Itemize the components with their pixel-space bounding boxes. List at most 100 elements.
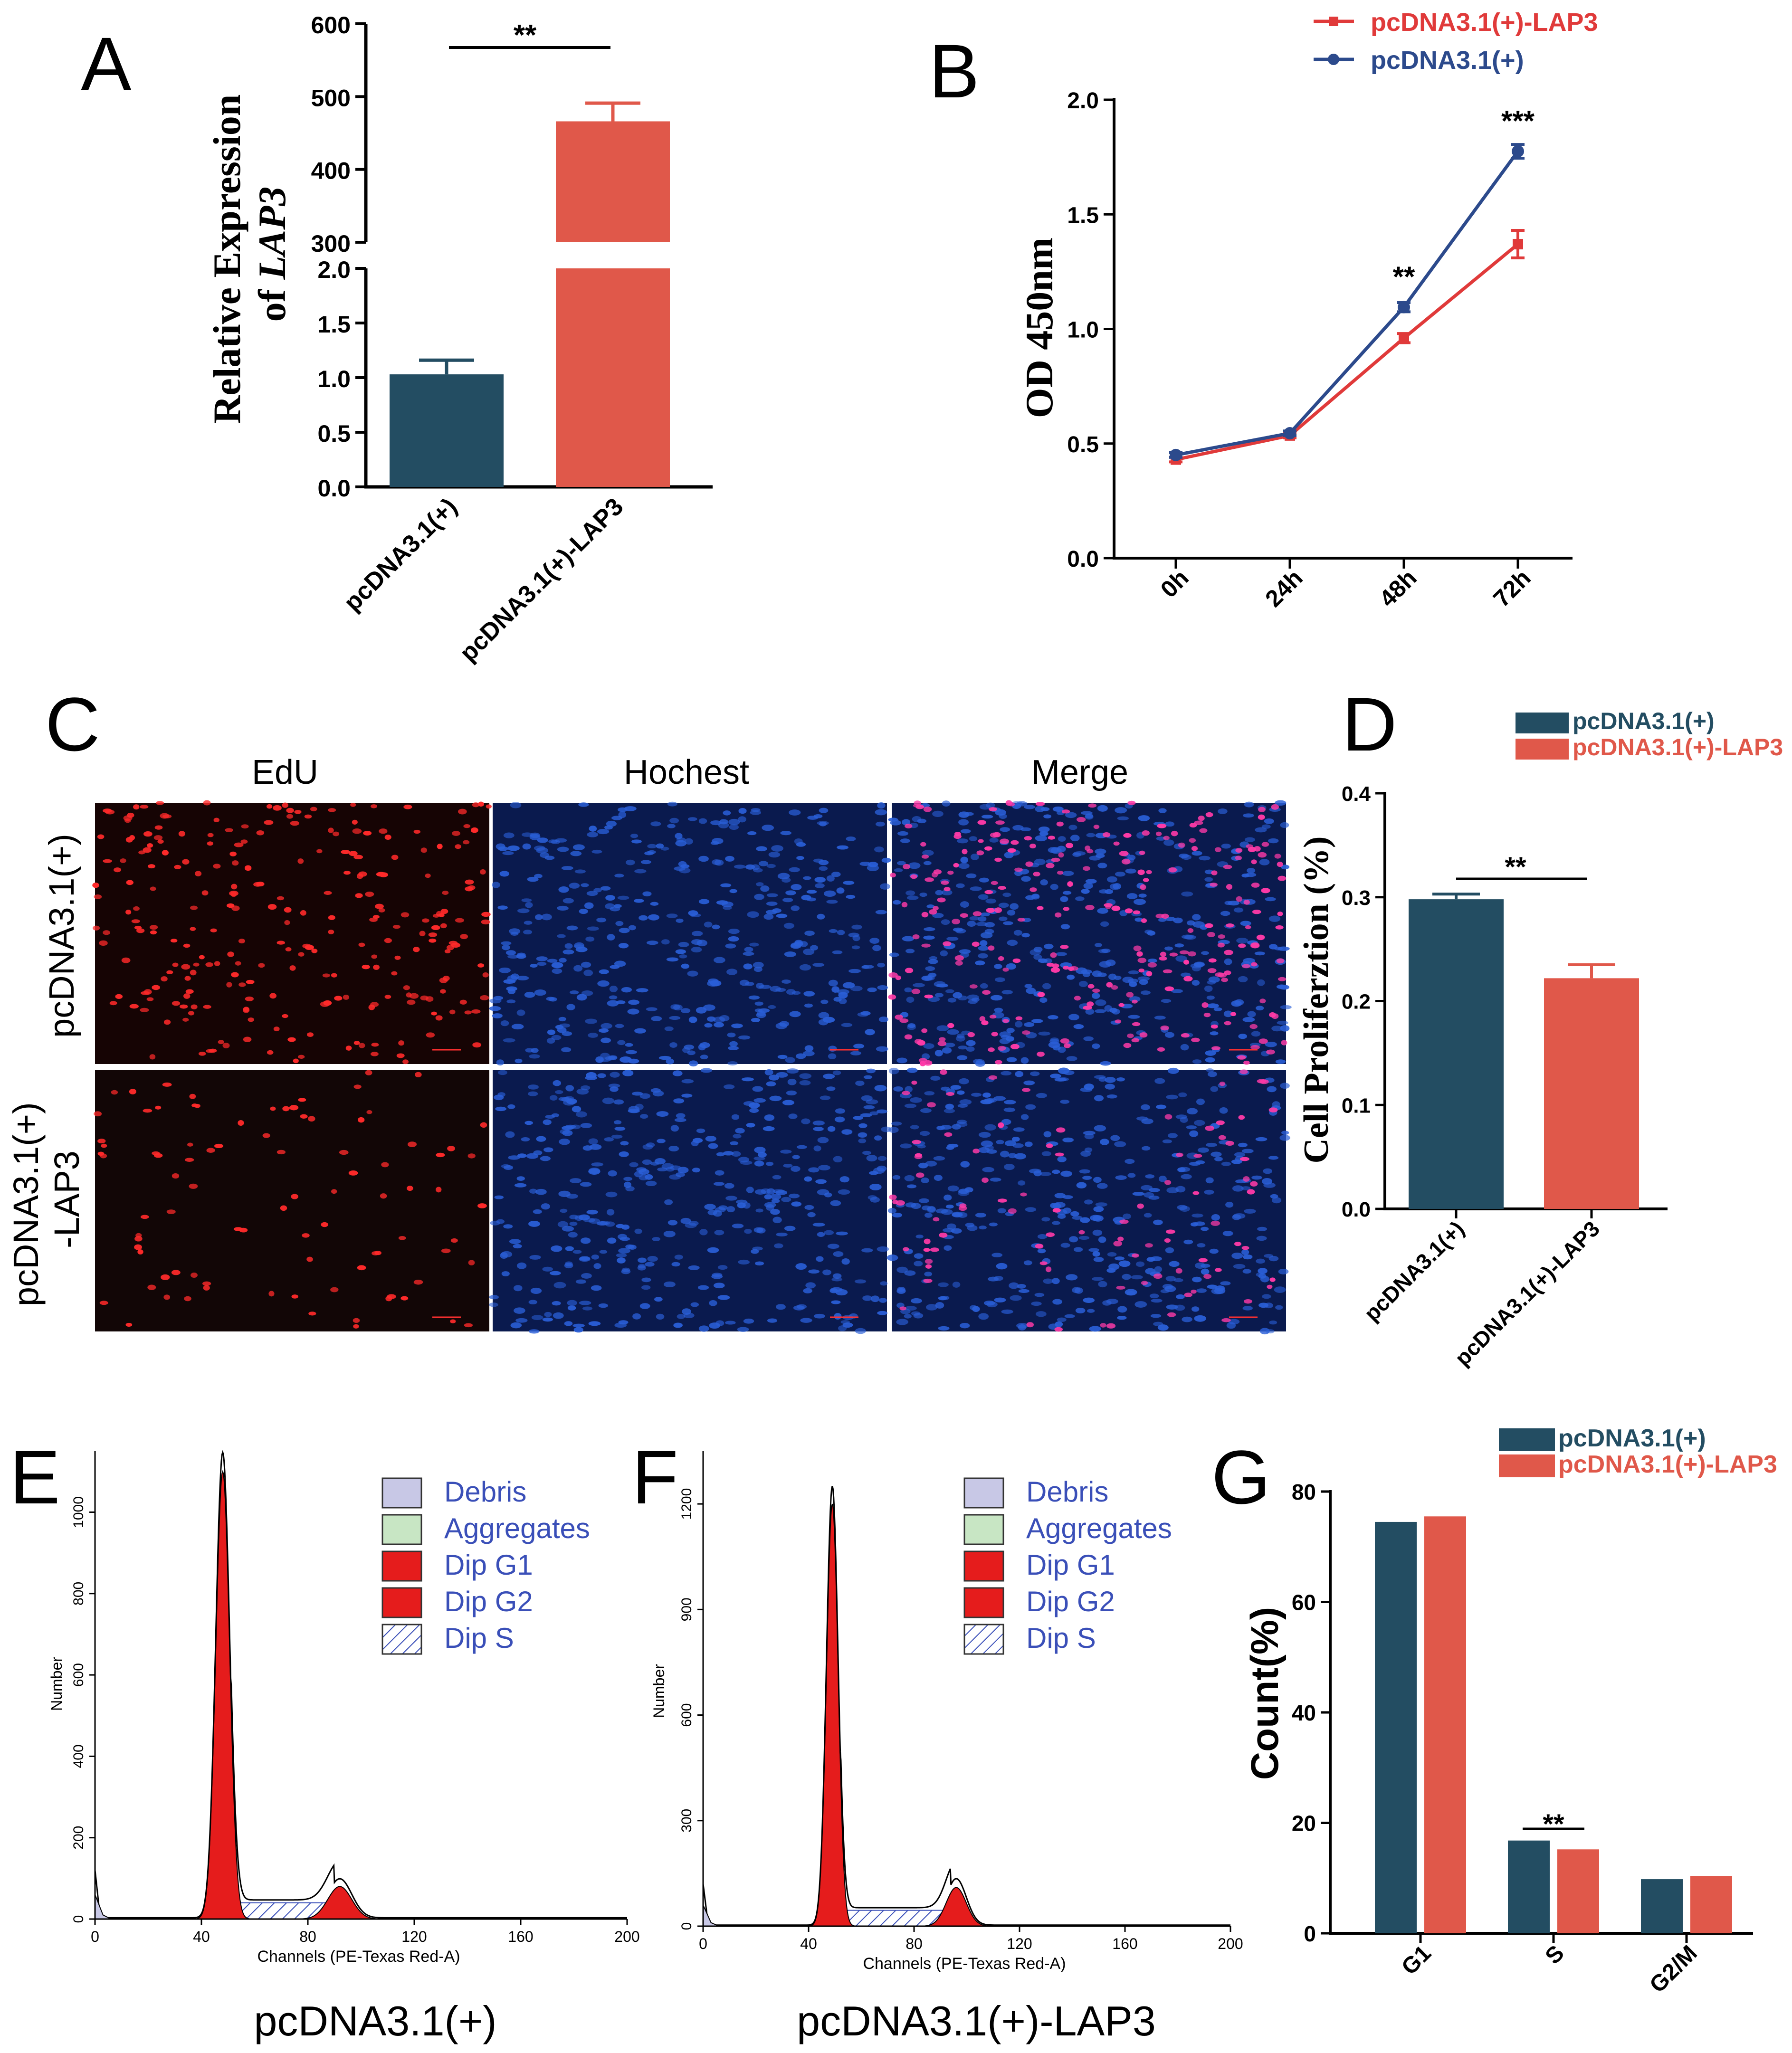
nucleus-blue: [906, 1067, 918, 1073]
nucleus-blue: [608, 1055, 618, 1059]
nucleus-blue: [1064, 1314, 1075, 1318]
x-tick-label-g: S: [1541, 1940, 1569, 1969]
y-axis-title-a-gene: LAP3: [250, 187, 294, 280]
nucleus-blue: [522, 843, 531, 850]
nucleus-blue: [714, 1022, 724, 1028]
nucleus-blue: [646, 1007, 658, 1011]
legend-label-flow: Dip G1: [444, 1549, 533, 1581]
nucleus-red: [293, 1058, 299, 1064]
nucleus-blue: [699, 1229, 708, 1236]
nucleus-red: [1259, 998, 1266, 1004]
nucleus-blue: [728, 928, 740, 934]
nucleus-blue: [688, 1221, 699, 1226]
nucleus-blue: [707, 1247, 719, 1253]
nucleus-blue: [1117, 1315, 1127, 1320]
bar-g-G1-1: [1424, 1516, 1466, 1933]
nucleus-blue: [634, 869, 647, 874]
nucleus-blue: [1086, 833, 1096, 837]
nucleus-red: [373, 964, 380, 970]
nucleus-red: [238, 982, 246, 987]
nucleus-blue: [740, 1160, 753, 1165]
nucleus-blue: [1092, 1229, 1103, 1236]
nucleus-blue: [876, 821, 885, 827]
nucleus-red: [1057, 871, 1064, 875]
nucleus-blue: [828, 1053, 837, 1060]
nucleus-blue: [533, 1150, 543, 1156]
nucleus-red: [1123, 1043, 1132, 1048]
nucleus-blue: [804, 1003, 813, 1008]
nucleus-red: [1008, 802, 1015, 807]
nucleus-blue: [1233, 1213, 1246, 1219]
nucleus-blue: [573, 1327, 583, 1333]
nucleus-blue: [1078, 980, 1088, 987]
nucleus-blue: [511, 1024, 524, 1030]
nucleus-blue: [982, 1167, 994, 1172]
nucleus-blue: [783, 1163, 793, 1168]
nucleus-blue: [632, 1313, 641, 1320]
y-tick-label-a: 1.0: [317, 366, 351, 392]
nucleus-red: [929, 909, 937, 915]
nucleus-blue: [1164, 1032, 1175, 1038]
nucleus-red: [214, 961, 220, 966]
nucleus-blue: [1093, 1177, 1102, 1183]
nucleus-blue: [924, 1212, 933, 1218]
nucleus-blue: [506, 986, 517, 991]
nucleus-blue: [562, 1126, 574, 1130]
nucleus-red: [286, 808, 294, 813]
nucleus-blue: [930, 1075, 941, 1081]
nucleus-red: [93, 925, 100, 931]
nucleus-blue: [634, 899, 644, 903]
nucleus-red: [1160, 951, 1166, 957]
nucleus-blue: [1257, 1226, 1268, 1231]
y-tick-label-flow: 200: [71, 1826, 86, 1850]
nucleus-blue: [1268, 1156, 1279, 1160]
nucleus-blue: [688, 1265, 700, 1271]
nucleus-red: [1136, 951, 1143, 957]
nucleus-blue: [709, 1300, 717, 1306]
nucleus-blue: [1251, 1175, 1262, 1180]
nucleus-red: [1063, 907, 1070, 911]
nucleus-red: [134, 1244, 142, 1250]
nucleus-red: [1183, 976, 1193, 982]
nucleus-blue: [799, 964, 811, 971]
nucleus-blue: [928, 972, 937, 978]
nucleus-red: [1060, 945, 1069, 949]
nucleus-blue: [837, 845, 848, 850]
nucleus-red: [1140, 884, 1146, 890]
nucleus-blue: [1238, 1142, 1248, 1148]
nucleus-blue: [822, 1074, 835, 1079]
nucleus-blue: [1157, 1324, 1169, 1331]
nucleus-red: [305, 944, 314, 950]
nucleus-red: [924, 1060, 933, 1066]
nucleus-blue: [978, 945, 989, 951]
nucleus-blue: [1024, 984, 1033, 988]
nucleus-blue: [796, 842, 806, 847]
y-tick-label-flow: 400: [71, 1744, 86, 1768]
nucleus-blue: [510, 802, 522, 808]
nucleus-red: [282, 1014, 288, 1018]
nucleus-blue: [929, 956, 937, 960]
nucleus-blue: [960, 856, 968, 864]
nucleus-red: [1214, 847, 1221, 852]
nucleus-blue: [854, 1279, 867, 1283]
nucleus-blue: [935, 1208, 948, 1214]
nucleus-blue: [1074, 1287, 1083, 1294]
x-tick-label-flow: 200: [614, 1928, 639, 1945]
nucleus-blue: [712, 837, 724, 845]
nucleus-red: [992, 832, 1001, 837]
nucleus-blue: [516, 976, 529, 980]
nucleus-red: [444, 949, 451, 953]
nucleus-blue: [1177, 1167, 1186, 1172]
nucleus-blue: [1010, 903, 1019, 910]
nucleus-red: [413, 829, 420, 834]
nucleus-blue: [602, 1097, 614, 1104]
nucleus-red: [398, 1040, 404, 1046]
nucleus-blue: [833, 1156, 843, 1163]
nucleus-blue: [588, 1138, 598, 1145]
legend-label-flow: Aggregates: [1026, 1512, 1172, 1544]
nucleus-blue: [978, 1131, 991, 1138]
nucleus-blue: [496, 1059, 505, 1066]
caption-f: pcDNA3.1(+)-LAP3: [797, 1997, 1156, 2044]
nucleus-red: [1087, 984, 1095, 989]
nucleus-blue: [791, 884, 802, 890]
